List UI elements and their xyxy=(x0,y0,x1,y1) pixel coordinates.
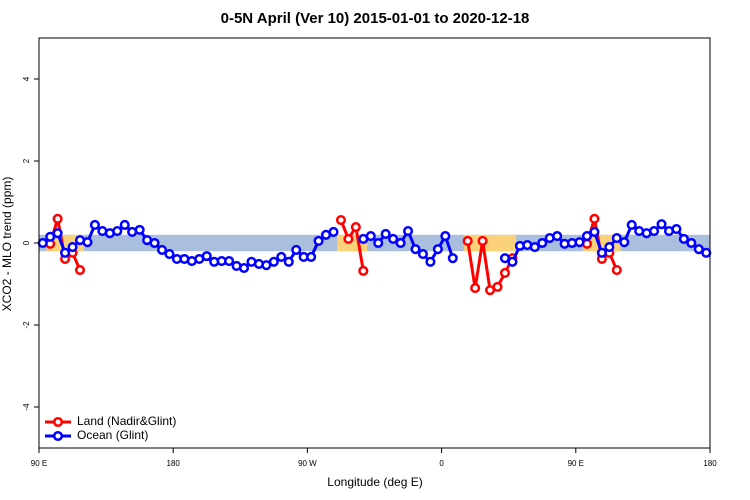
x-tick-label: 180 xyxy=(703,459,717,468)
data-point xyxy=(410,244,421,255)
data-point xyxy=(276,251,287,262)
data-point xyxy=(112,226,123,237)
data-point xyxy=(313,235,324,246)
data-point xyxy=(82,237,93,248)
data-point xyxy=(149,237,160,249)
legend-label: Ocean (Glint) xyxy=(77,428,148,442)
data-point xyxy=(52,213,63,224)
y-tick-label: -2 xyxy=(22,321,31,329)
data-point xyxy=(537,237,548,249)
data-point xyxy=(686,237,697,249)
data-point xyxy=(477,235,488,246)
data-point xyxy=(365,230,376,242)
data-point xyxy=(589,213,600,224)
y-tick-label: 0 xyxy=(22,240,31,245)
data-point xyxy=(611,265,622,276)
data-point xyxy=(306,251,317,262)
data-point xyxy=(164,249,175,260)
data-point xyxy=(596,247,607,258)
data-point xyxy=(671,224,682,235)
data-point xyxy=(552,230,563,242)
x-tick-label: 90 W xyxy=(298,459,317,468)
data-point xyxy=(425,256,436,267)
legend-marker xyxy=(52,430,64,442)
data-point xyxy=(574,237,585,248)
data-point xyxy=(119,219,130,231)
data-point xyxy=(156,244,168,256)
data-point xyxy=(52,228,63,239)
data-point xyxy=(134,224,145,235)
data-point xyxy=(224,255,235,267)
legend-marker xyxy=(52,416,64,428)
data-point xyxy=(268,256,279,267)
data-point xyxy=(649,226,660,237)
data-point xyxy=(581,230,593,242)
data-point xyxy=(388,233,399,244)
data-point xyxy=(67,242,78,253)
y-tick-label: -4 xyxy=(22,403,31,411)
data-point xyxy=(45,231,56,242)
data-point xyxy=(74,265,86,276)
data-point xyxy=(291,244,302,256)
data-point xyxy=(440,230,451,242)
data-point xyxy=(447,253,458,264)
x-tick-label: 180 xyxy=(167,459,181,468)
data-point xyxy=(37,237,48,249)
data-point xyxy=(626,219,637,231)
data-point xyxy=(701,247,712,258)
data-point xyxy=(499,253,511,264)
data-point xyxy=(395,237,406,249)
y-axis-label: XCO2 - MLO trend (ppm) xyxy=(0,177,14,312)
y-tick-label: 4 xyxy=(22,76,31,81)
data-point xyxy=(619,237,630,248)
data-point xyxy=(343,233,354,244)
uncertainty-band xyxy=(463,234,517,252)
data-point xyxy=(470,283,481,294)
data-point xyxy=(335,214,347,226)
data-point xyxy=(589,226,600,237)
x-axis-label: Longitude (deg E) xyxy=(327,475,422,489)
data-point xyxy=(403,226,414,237)
data-point xyxy=(656,219,667,230)
data-point xyxy=(492,281,503,292)
data-point xyxy=(373,237,384,249)
x-tick-label: 0 xyxy=(439,459,444,468)
data-point xyxy=(432,244,443,255)
y-tick-label: 2 xyxy=(22,158,31,163)
x-tick-label: 90 E xyxy=(31,459,47,468)
data-point xyxy=(350,221,361,233)
data-point xyxy=(238,262,250,274)
data-point xyxy=(462,235,473,246)
data-point xyxy=(358,265,369,276)
data-point xyxy=(604,242,615,253)
data-point xyxy=(89,219,100,231)
legend-label: Land (Nadir&Glint) xyxy=(77,414,176,428)
data-point xyxy=(499,267,511,278)
data-point xyxy=(60,247,71,258)
data-point xyxy=(380,228,391,240)
data-point xyxy=(693,244,704,255)
data-point xyxy=(201,251,212,262)
data-point xyxy=(611,233,622,244)
data-point xyxy=(283,256,294,267)
chart-title: 0-5N April (Ver 10) 2015-01-01 to 2020-1… xyxy=(221,10,530,27)
data-point xyxy=(328,226,339,237)
data-point xyxy=(678,233,689,244)
x-tick-label: 90 E xyxy=(568,459,584,468)
data-point xyxy=(417,249,429,260)
data-point xyxy=(529,242,540,253)
data-point xyxy=(507,256,518,267)
